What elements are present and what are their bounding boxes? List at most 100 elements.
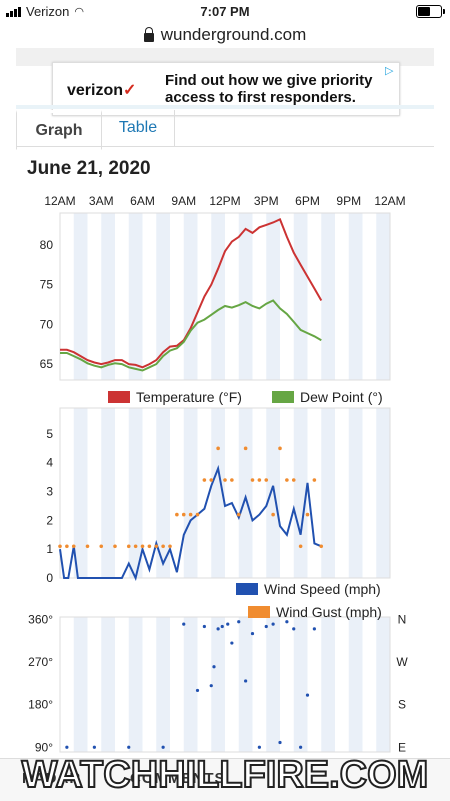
- hour-band: [156, 213, 170, 380]
- hour-tick-label: 12PM: [209, 194, 240, 208]
- compass-label: S: [398, 698, 406, 712]
- data-point: [292, 627, 296, 631]
- data-point: [161, 544, 165, 549]
- y-tick-label: 2: [46, 513, 53, 527]
- view-tabs: Graph Table: [16, 110, 434, 150]
- legend-label: Temperature (°F): [136, 389, 242, 405]
- compass-label: N: [398, 612, 407, 626]
- hour-band: [101, 408, 115, 578]
- legend-label: Wind Speed (mph): [264, 581, 381, 597]
- carrier-name: Verizon: [26, 4, 70, 19]
- watermark-text: WATCHHILLFIRE.COM: [21, 753, 430, 797]
- check-icon: ✓: [123, 82, 137, 99]
- data-point: [237, 620, 241, 624]
- legend-swatch: [248, 606, 270, 618]
- y-tick-label: 4: [46, 456, 53, 470]
- legend-label: Wind Gust (mph): [276, 604, 382, 620]
- hour-band: [156, 617, 170, 752]
- series-line: [60, 299, 322, 372]
- data-point: [99, 544, 104, 549]
- y-tick-label: 65: [40, 357, 54, 371]
- data-point: [127, 745, 131, 749]
- domain-text: wunderground.com: [160, 25, 307, 44]
- hour-tick-label: 6PM: [295, 194, 320, 208]
- hour-band: [128, 408, 143, 578]
- y-tick-label: 0: [46, 571, 53, 585]
- data-point: [212, 665, 216, 669]
- data-point: [230, 641, 234, 645]
- ad-backdrop: [16, 48, 434, 66]
- hour-band: [183, 408, 198, 578]
- data-point: [85, 544, 90, 549]
- hour-band: [101, 617, 115, 752]
- hour-tick-label: 3PM: [254, 194, 279, 208]
- tab-graph[interactable]: Graph: [16, 110, 102, 150]
- series-line: [59, 464, 322, 581]
- data-point: [236, 512, 241, 517]
- hour-band: [73, 617, 88, 752]
- hour-band: [348, 408, 363, 578]
- data-point: [285, 478, 289, 482]
- hour-tick-label: 6AM: [130, 194, 155, 208]
- hour-band: [293, 213, 308, 380]
- hour-band: [348, 617, 363, 752]
- hour-band: [238, 213, 253, 380]
- adchoices-icon[interactable]: ▷: [385, 65, 394, 77]
- data-point: [92, 745, 96, 749]
- tabs-top-line: [16, 105, 434, 109]
- data-point: [188, 512, 193, 517]
- data-point: [244, 679, 248, 683]
- wifi-icon: ◠: [74, 6, 84, 18]
- y-tick-label: 3: [46, 485, 53, 499]
- data-point: [291, 478, 296, 482]
- legend-swatch: [108, 391, 130, 403]
- data-point: [298, 544, 303, 549]
- nav-comments[interactable]: COMMENTS: [130, 770, 226, 787]
- hour-band: [376, 213, 390, 380]
- data-point: [230, 478, 234, 482]
- data-point: [285, 620, 289, 624]
- bottom-bar: RADAR COMMENTS WATCHHILLFIRE.COM: [0, 752, 450, 801]
- nav-radar[interactable]: RADAR: [22, 770, 82, 787]
- y-tick-label: 1: [46, 542, 53, 556]
- hour-band: [211, 617, 225, 752]
- data-point: [220, 624, 224, 629]
- clock: 7:07 PM: [200, 4, 250, 19]
- series-line: [60, 218, 323, 369]
- hour-band: [266, 617, 280, 752]
- data-point: [243, 446, 248, 451]
- data-point: [226, 622, 230, 626]
- plot-frame: [59, 212, 391, 381]
- carrier-info: Verizon ◠: [6, 4, 84, 19]
- data-point: [140, 544, 145, 549]
- data-point: [312, 627, 316, 631]
- data-point: [319, 544, 324, 549]
- y-tick-label: 80: [40, 238, 54, 252]
- data-point: [161, 745, 165, 749]
- tab-table[interactable]: Table: [102, 110, 175, 146]
- hour-band: [293, 617, 308, 752]
- data-point: [195, 512, 200, 517]
- hour-band: [348, 213, 363, 380]
- data-point: [216, 446, 220, 451]
- data-point: [58, 544, 62, 549]
- hour-band: [73, 213, 88, 380]
- address-bar[interactable]: wunderground.com: [0, 22, 450, 48]
- lock-icon: [143, 26, 154, 42]
- data-point: [175, 512, 179, 517]
- legend-swatch: [272, 391, 294, 403]
- data-point: [202, 624, 206, 629]
- hour-band: [101, 213, 115, 380]
- hour-band: [376, 617, 390, 752]
- data-point: [264, 478, 269, 482]
- status-bar: Verizon ◠ 7:07 PM: [0, 0, 450, 22]
- hour-tick-label: 12AM: [374, 194, 405, 208]
- y-tick-label: 360°: [28, 612, 53, 626]
- plot-frame: [59, 616, 391, 753]
- data-point: [223, 478, 227, 482]
- ad-brand-logo: verizon✓: [67, 82, 137, 99]
- data-point: [182, 622, 186, 626]
- data-point: [71, 544, 76, 549]
- data-point: [147, 544, 152, 549]
